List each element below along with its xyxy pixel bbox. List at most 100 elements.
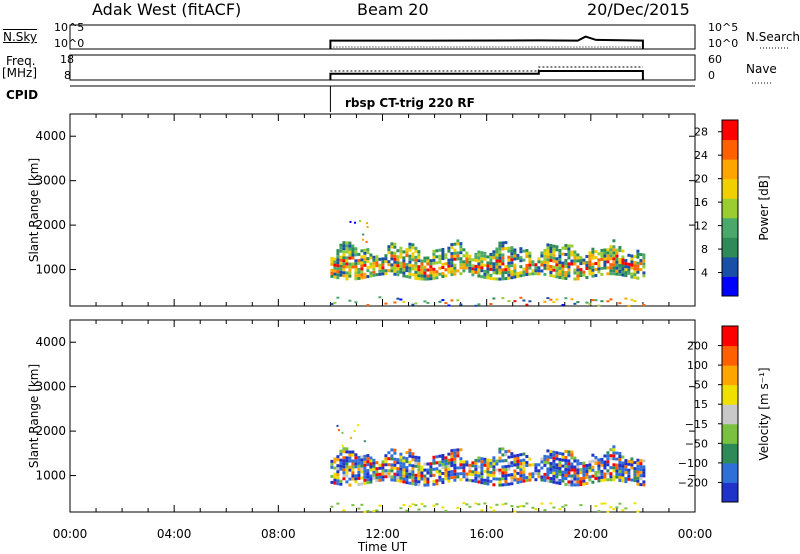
power-cell	[480, 263, 484, 267]
power-cell	[585, 267, 589, 270]
velocity-cell	[387, 457, 391, 461]
power-colorbar-tick: 20	[694, 173, 708, 186]
cpid-label: CPID	[6, 88, 39, 102]
power-cell	[330, 268, 334, 272]
velocity-cell	[354, 453, 358, 457]
velocity-cell	[444, 474, 448, 478]
power-cell	[480, 251, 484, 255]
power-cell	[477, 265, 481, 269]
velocity-near-cell	[489, 506, 493, 509]
power-cell	[546, 255, 550, 259]
velocity-cell	[588, 469, 592, 473]
velocity-cell	[441, 481, 445, 484]
velocity-cell	[336, 455, 340, 459]
power-cell	[402, 250, 406, 254]
velocity-cell	[426, 483, 430, 487]
velocity-cell	[402, 471, 406, 475]
power-cell	[507, 273, 511, 277]
velocity-cell	[399, 470, 403, 474]
power-near-cell	[624, 297, 628, 300]
power-cell	[612, 269, 616, 273]
velocity-cell	[354, 456, 358, 460]
velocity-cell	[564, 477, 568, 480]
power-near-cell	[450, 299, 454, 302]
power-cell	[480, 254, 484, 258]
velocity-near-cell	[633, 502, 637, 505]
power-cell	[576, 277, 580, 281]
velocity-cell	[393, 457, 397, 461]
velocity-cell	[453, 460, 457, 464]
velocity-cell	[477, 474, 481, 478]
velocity-near-cell	[366, 509, 370, 512]
velocity-cell	[351, 465, 355, 469]
power-cell	[375, 264, 379, 268]
power-cell	[360, 258, 364, 262]
velocity-near-cell	[522, 505, 526, 508]
velocity-cell	[627, 474, 631, 478]
power-cell	[435, 270, 439, 274]
velocity-cell	[399, 479, 403, 483]
velocity-cell	[369, 477, 373, 481]
power-cell	[465, 260, 469, 264]
power-cell	[378, 263, 382, 267]
power-cell	[459, 251, 463, 255]
velocity-cell	[615, 463, 619, 467]
velocity-cell	[348, 483, 352, 487]
velocity-cell	[360, 455, 364, 459]
power-near-cell	[489, 303, 493, 305]
power-cell	[642, 274, 646, 278]
power-cell	[354, 247, 358, 251]
velocity-cell	[465, 478, 469, 482]
velocity-cell	[600, 478, 604, 482]
power-cell	[438, 260, 442, 264]
power-near-cell	[561, 304, 565, 307]
velocity-cell	[384, 460, 388, 464]
power-cell	[378, 269, 382, 273]
power-cell	[339, 258, 343, 262]
velocity-cell	[519, 477, 523, 481]
velocity-cell	[492, 456, 496, 460]
velocity-cell	[603, 466, 607, 470]
velocity-near-cell	[441, 506, 445, 509]
velocity-cell	[441, 457, 445, 460]
velocity-cell	[582, 473, 586, 477]
power-cell	[390, 263, 394, 267]
power-cell	[339, 243, 343, 247]
power-cell	[612, 245, 616, 249]
power-cell	[561, 261, 565, 265]
velocity-cell	[387, 463, 391, 467]
power-cell	[360, 267, 364, 271]
power-cell	[477, 262, 481, 266]
power-cell	[357, 252, 361, 256]
velocity-cell	[432, 482, 436, 486]
power-cell	[546, 249, 550, 253]
velocity-cell	[462, 463, 466, 467]
power-cell	[504, 241, 508, 245]
velocity-cell	[396, 461, 400, 465]
velocity-cell	[459, 460, 463, 464]
velocity-cell	[570, 462, 574, 466]
power-cell	[504, 277, 508, 281]
velocity-cell	[543, 454, 547, 458]
power-cell	[402, 268, 406, 272]
power-cell	[549, 274, 553, 277]
power-cell	[372, 270, 376, 274]
velocity-cell	[549, 477, 553, 480]
power-cell	[642, 253, 646, 257]
power-cell	[552, 256, 556, 260]
velocity-cell	[618, 470, 622, 473]
power-near-cell	[600, 300, 604, 303]
velocity-cell	[507, 455, 511, 459]
velocity-near-cell	[579, 504, 583, 507]
power-cell	[444, 256, 448, 260]
power-cell	[399, 249, 403, 253]
power-cell	[624, 262, 628, 266]
velocity-cell	[609, 466, 613, 470]
power-cell	[378, 266, 382, 270]
velocity-cell	[600, 463, 604, 467]
velocity-cell	[423, 468, 427, 472]
power-cell	[420, 271, 424, 275]
velocity-cell	[543, 475, 547, 479]
power-colorbar-segment	[722, 237, 738, 258]
power-cell	[444, 274, 448, 278]
